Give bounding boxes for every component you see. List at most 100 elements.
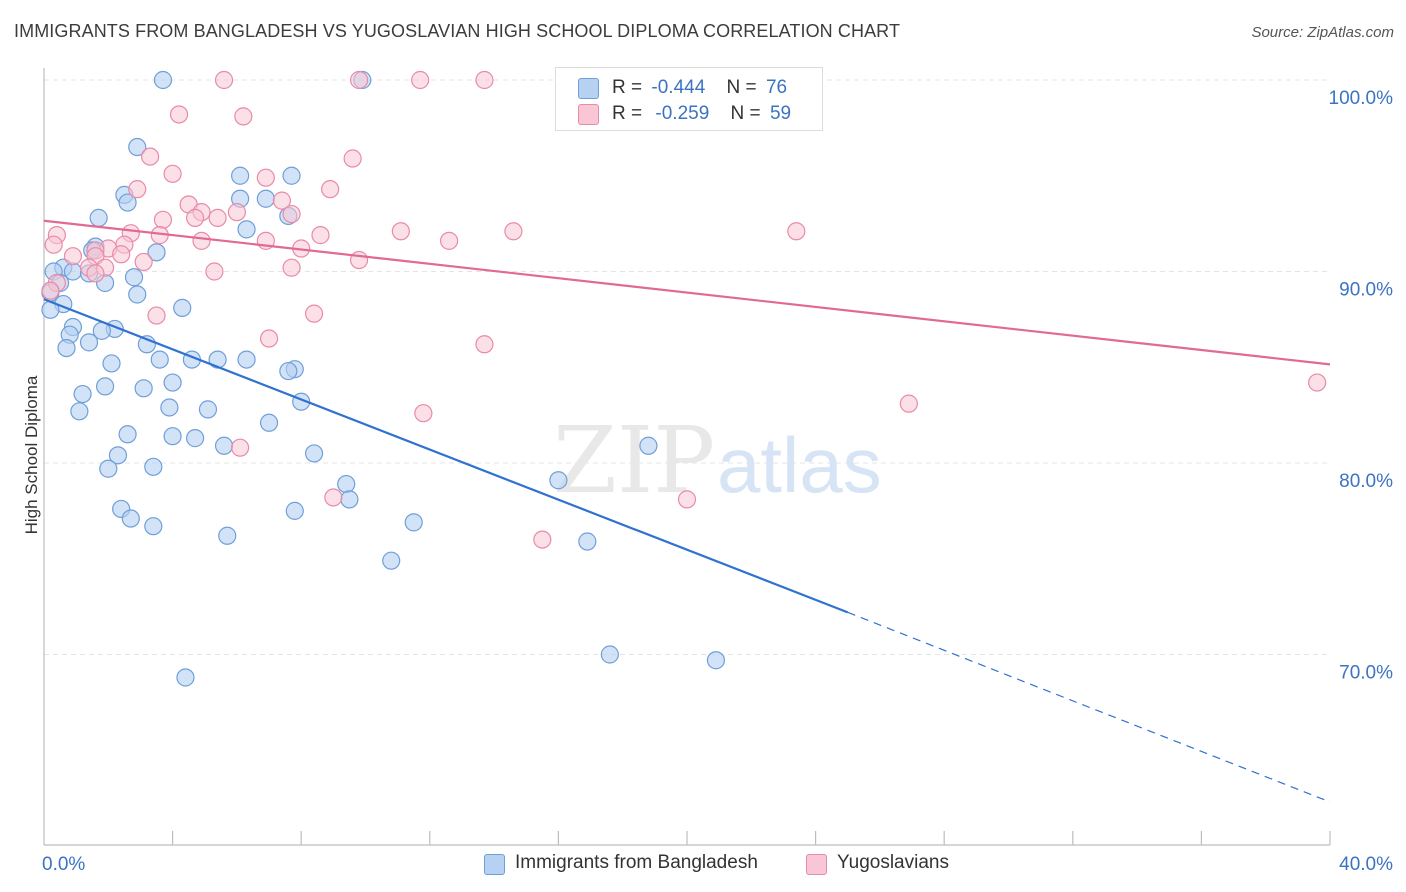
data-point-bangladesh	[218, 526, 237, 545]
data-point-bangladesh	[173, 298, 192, 317]
n-value: 76	[765, 77, 788, 98]
data-point-bangladesh	[198, 400, 218, 419]
n-value: 59	[769, 103, 792, 124]
data-point-bangladesh	[337, 474, 356, 494]
data-point-yugoslavians	[234, 107, 253, 126]
data-point-yugoslavians	[112, 245, 131, 264]
data-point-yugoslavians	[343, 149, 362, 168]
data-point-bangladesh	[208, 350, 227, 369]
data-point-yugoslavians	[475, 335, 494, 354]
trendline-bangladesh-extension	[847, 611, 1331, 803]
data-point-bangladesh	[128, 285, 147, 304]
data-point-yugoslavians	[282, 258, 301, 277]
data-point-yugoslavians	[349, 250, 369, 270]
data-point-yugoslavians	[1308, 373, 1327, 392]
legend-swatch-blue	[578, 78, 599, 99]
data-point-yugoslavians	[214, 70, 234, 90]
data-point-yugoslavians	[414, 404, 433, 423]
data-point-bangladesh	[79, 333, 99, 352]
x-tick-label: 40.0%	[1339, 854, 1393, 875]
data-point-yugoslavians	[272, 191, 292, 210]
data-point-bangladesh	[549, 471, 568, 490]
watermark: ZIP atlas	[553, 407, 882, 514]
n-label: N =	[730, 103, 761, 124]
data-point-bangladesh	[70, 402, 89, 421]
data-point-yugoslavians	[192, 231, 211, 250]
trendline-yugoslavians	[43, 219, 1331, 366]
data-point-bangladesh	[134, 379, 153, 398]
axes	[43, 68, 1331, 846]
legend-swatch-pink	[806, 854, 827, 875]
data-point-bangladesh	[89, 208, 108, 227]
n-label: N =	[726, 77, 757, 98]
y-tick-label: 100.0%	[1329, 88, 1394, 109]
data-point-yugoslavians	[439, 231, 459, 250]
source-label: Source: ZipAtlas.com	[1251, 24, 1394, 41]
data-point-yugoslavians	[169, 105, 189, 124]
r-value: -0.444	[651, 77, 706, 98]
data-point-yugoslavians	[205, 262, 224, 281]
data-point-yugoslavians	[63, 247, 83, 266]
trendline-bangladesh	[43, 298, 849, 614]
data-point-bangladesh	[304, 444, 324, 463]
data-point-yugoslavians	[324, 488, 343, 507]
data-point-bangladesh	[259, 413, 279, 432]
data-point-bangladesh	[163, 373, 182, 392]
data-point-yugoslavians	[140, 147, 160, 166]
data-point-bangladesh	[214, 436, 234, 455]
data-point-yugoslavians	[411, 70, 430, 90]
data-point-bangladesh	[99, 459, 118, 478]
data-point-yugoslavians	[282, 204, 301, 224]
r-label: R =	[612, 103, 643, 124]
data-point-bangladesh	[118, 193, 137, 212]
data-point-yugoslavians	[475, 70, 494, 90]
data-point-yugoslavians	[787, 222, 806, 241]
series-bangladesh-points	[41, 70, 726, 687]
data-point-bangladesh	[600, 645, 619, 664]
series-yugoslavians-points	[41, 70, 1327, 549]
trendlines	[43, 219, 1331, 803]
data-point-bangladesh	[147, 243, 166, 262]
data-point-bangladesh	[237, 220, 256, 239]
correlation-legend: R = -0.444 N = 76 R = -0.259 N = 59	[555, 67, 823, 131]
data-point-bangladesh	[95, 377, 115, 396]
data-point-bangladesh	[176, 668, 195, 687]
data-point-yugoslavians	[86, 264, 105, 283]
data-point-yugoslavians	[128, 180, 147, 199]
data-point-yugoslavians	[349, 70, 369, 90]
chart-title: IMMIGRANTS FROM BANGLADESH VS YUGOSLAVIA…	[14, 21, 901, 41]
data-point-bangladesh	[163, 427, 182, 446]
data-point-bangladesh	[578, 532, 597, 551]
y-tick-label: 90.0%	[1339, 280, 1393, 301]
data-point-bangladesh	[144, 517, 163, 536]
data-point-yugoslavians	[256, 168, 275, 187]
data-point-yugoslavians	[504, 222, 523, 241]
data-point-yugoslavians	[227, 203, 246, 222]
r-value: -0.259	[655, 103, 710, 124]
data-point-bangladesh	[382, 551, 401, 570]
data-point-bangladesh	[404, 513, 423, 532]
tick-labels: 100.0% 90.0% 80.0% 70.0% 0.0% 40.0%	[42, 88, 1393, 875]
data-point-yugoslavians	[677, 490, 697, 509]
data-point-bangladesh	[73, 384, 92, 404]
data-point-yugoslavians	[311, 226, 330, 245]
data-point-bangladesh	[706, 651, 726, 670]
data-point-yugoslavians	[44, 235, 63, 254]
r-label: R =	[612, 77, 643, 98]
grid-lines	[44, 79, 1330, 655]
watermark-atlas: atlas	[717, 421, 882, 509]
data-point-bangladesh	[57, 339, 76, 358]
data-point-yugoslavians	[134, 252, 153, 272]
legend-swatch-blue	[484, 854, 505, 875]
data-point-bangladesh	[150, 350, 169, 369]
data-point-bangladesh	[128, 137, 147, 157]
data-point-bangladesh	[153, 70, 173, 90]
data-point-yugoslavians	[153, 210, 173, 229]
data-point-yugoslavians	[899, 394, 918, 413]
data-point-bangladesh	[231, 166, 250, 185]
data-point-yugoslavians	[163, 164, 182, 183]
data-point-yugoslavians	[41, 281, 60, 300]
data-point-bangladesh	[118, 425, 137, 444]
data-point-bangladesh	[256, 189, 275, 208]
data-point-yugoslavians	[208, 208, 227, 227]
